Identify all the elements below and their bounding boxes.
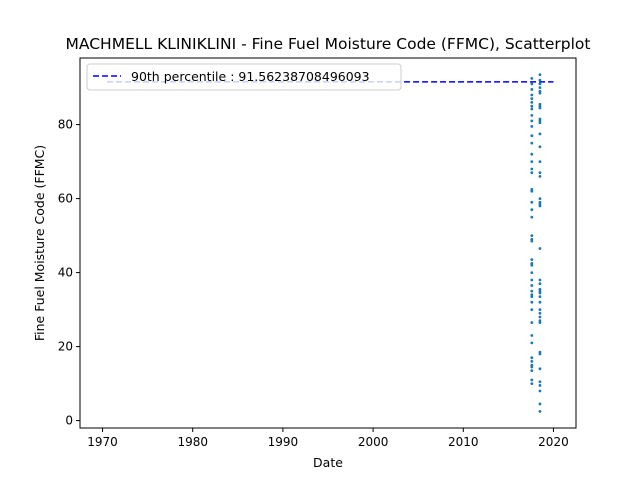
x-tick-label: 2020 <box>538 435 569 449</box>
data-point <box>538 247 542 250</box>
data-point <box>538 352 542 356</box>
y-tick-label: 20 <box>58 340 73 354</box>
data-point <box>530 356 534 360</box>
data-point <box>530 263 534 267</box>
data-point <box>530 200 534 204</box>
data-point <box>530 152 534 156</box>
y-tick-label: 60 <box>58 192 73 206</box>
data-point <box>530 88 534 91</box>
data-point <box>530 289 534 293</box>
data-point <box>538 295 542 299</box>
data-point <box>530 104 534 108</box>
data-point <box>530 295 534 299</box>
data-point <box>538 121 542 125</box>
y-tick-label: 80 <box>58 118 73 132</box>
legend-label: 90th percentile : 91.56238708496093 <box>131 69 370 84</box>
x-tick-label: 2000 <box>358 435 389 449</box>
data-point <box>538 291 542 295</box>
data-point <box>530 278 534 282</box>
data-point <box>538 308 542 311</box>
data-point <box>538 132 542 136</box>
y-tick-label: 40 <box>58 266 73 280</box>
y-axis-ticks: 0 20 40 60 80 <box>58 118 80 428</box>
data-point <box>538 106 542 110</box>
data-point <box>538 321 542 324</box>
data-point <box>530 215 534 219</box>
data-point <box>530 234 534 238</box>
data-point <box>530 134 534 138</box>
data-point <box>530 160 534 164</box>
data-point <box>530 97 534 101</box>
plot-frame <box>79 57 577 429</box>
data-point <box>530 271 534 274</box>
data-point <box>538 311 542 315</box>
data-point <box>530 284 534 287</box>
data-point <box>530 125 534 128</box>
data-point <box>538 175 542 178</box>
y-axis-label: Fine Fuel Moisture Code (FFMC) <box>32 145 47 341</box>
x-tick-label: 1990 <box>268 435 299 449</box>
data-point <box>530 382 534 385</box>
data-point <box>530 76 534 80</box>
data-point <box>530 341 534 345</box>
data-point <box>538 204 542 208</box>
x-axis-label: Date <box>313 455 343 470</box>
legend: 90th percentile : 91.56238708496093 <box>86 63 402 91</box>
data-point <box>538 282 542 286</box>
data-point <box>538 73 542 77</box>
data-point <box>530 107 534 111</box>
data-point <box>530 369 534 373</box>
x-axis-ticks: 1970 1980 1990 2000 2010 2020 <box>87 428 569 449</box>
data-point <box>530 82 534 86</box>
plot-area <box>80 58 576 428</box>
data-point <box>538 160 542 164</box>
data-point <box>538 402 542 406</box>
data-point <box>530 189 534 193</box>
x-tick-label: 1970 <box>87 435 118 449</box>
data-point <box>538 315 542 319</box>
data-point <box>538 145 542 149</box>
data-point <box>530 171 534 175</box>
data-point <box>538 380 542 384</box>
data-point <box>538 384 542 387</box>
data-point <box>538 82 542 86</box>
data-point <box>530 141 534 145</box>
data-point <box>538 86 542 89</box>
chart-title: MACHMELL KLINIKLINI - Fine Fuel Moisture… <box>66 35 591 53</box>
data-point <box>530 300 534 304</box>
x-tick-label: 1980 <box>177 435 208 449</box>
data-points <box>530 73 542 413</box>
x-tick-label: 2010 <box>448 435 479 449</box>
data-point <box>530 365 534 369</box>
data-point <box>538 91 542 95</box>
data-point <box>530 208 534 212</box>
data-point <box>530 258 534 262</box>
data-point <box>530 378 534 382</box>
data-point <box>538 197 542 201</box>
data-point <box>530 93 534 97</box>
data-point <box>530 167 534 171</box>
data-point <box>538 278 542 282</box>
data-point <box>530 334 534 337</box>
data-point <box>538 300 542 304</box>
data-point <box>530 308 534 311</box>
legend-box <box>86 63 402 91</box>
data-point <box>530 119 534 123</box>
data-point <box>530 321 534 324</box>
data-point <box>530 239 534 243</box>
data-point <box>530 101 534 104</box>
data-point <box>538 409 542 413</box>
data-point <box>530 360 534 363</box>
data-point <box>530 113 534 117</box>
data-point <box>538 78 542 82</box>
data-point <box>538 367 542 371</box>
y-tick-label: 0 <box>65 414 73 428</box>
data-point <box>538 171 542 175</box>
data-point <box>538 389 542 393</box>
